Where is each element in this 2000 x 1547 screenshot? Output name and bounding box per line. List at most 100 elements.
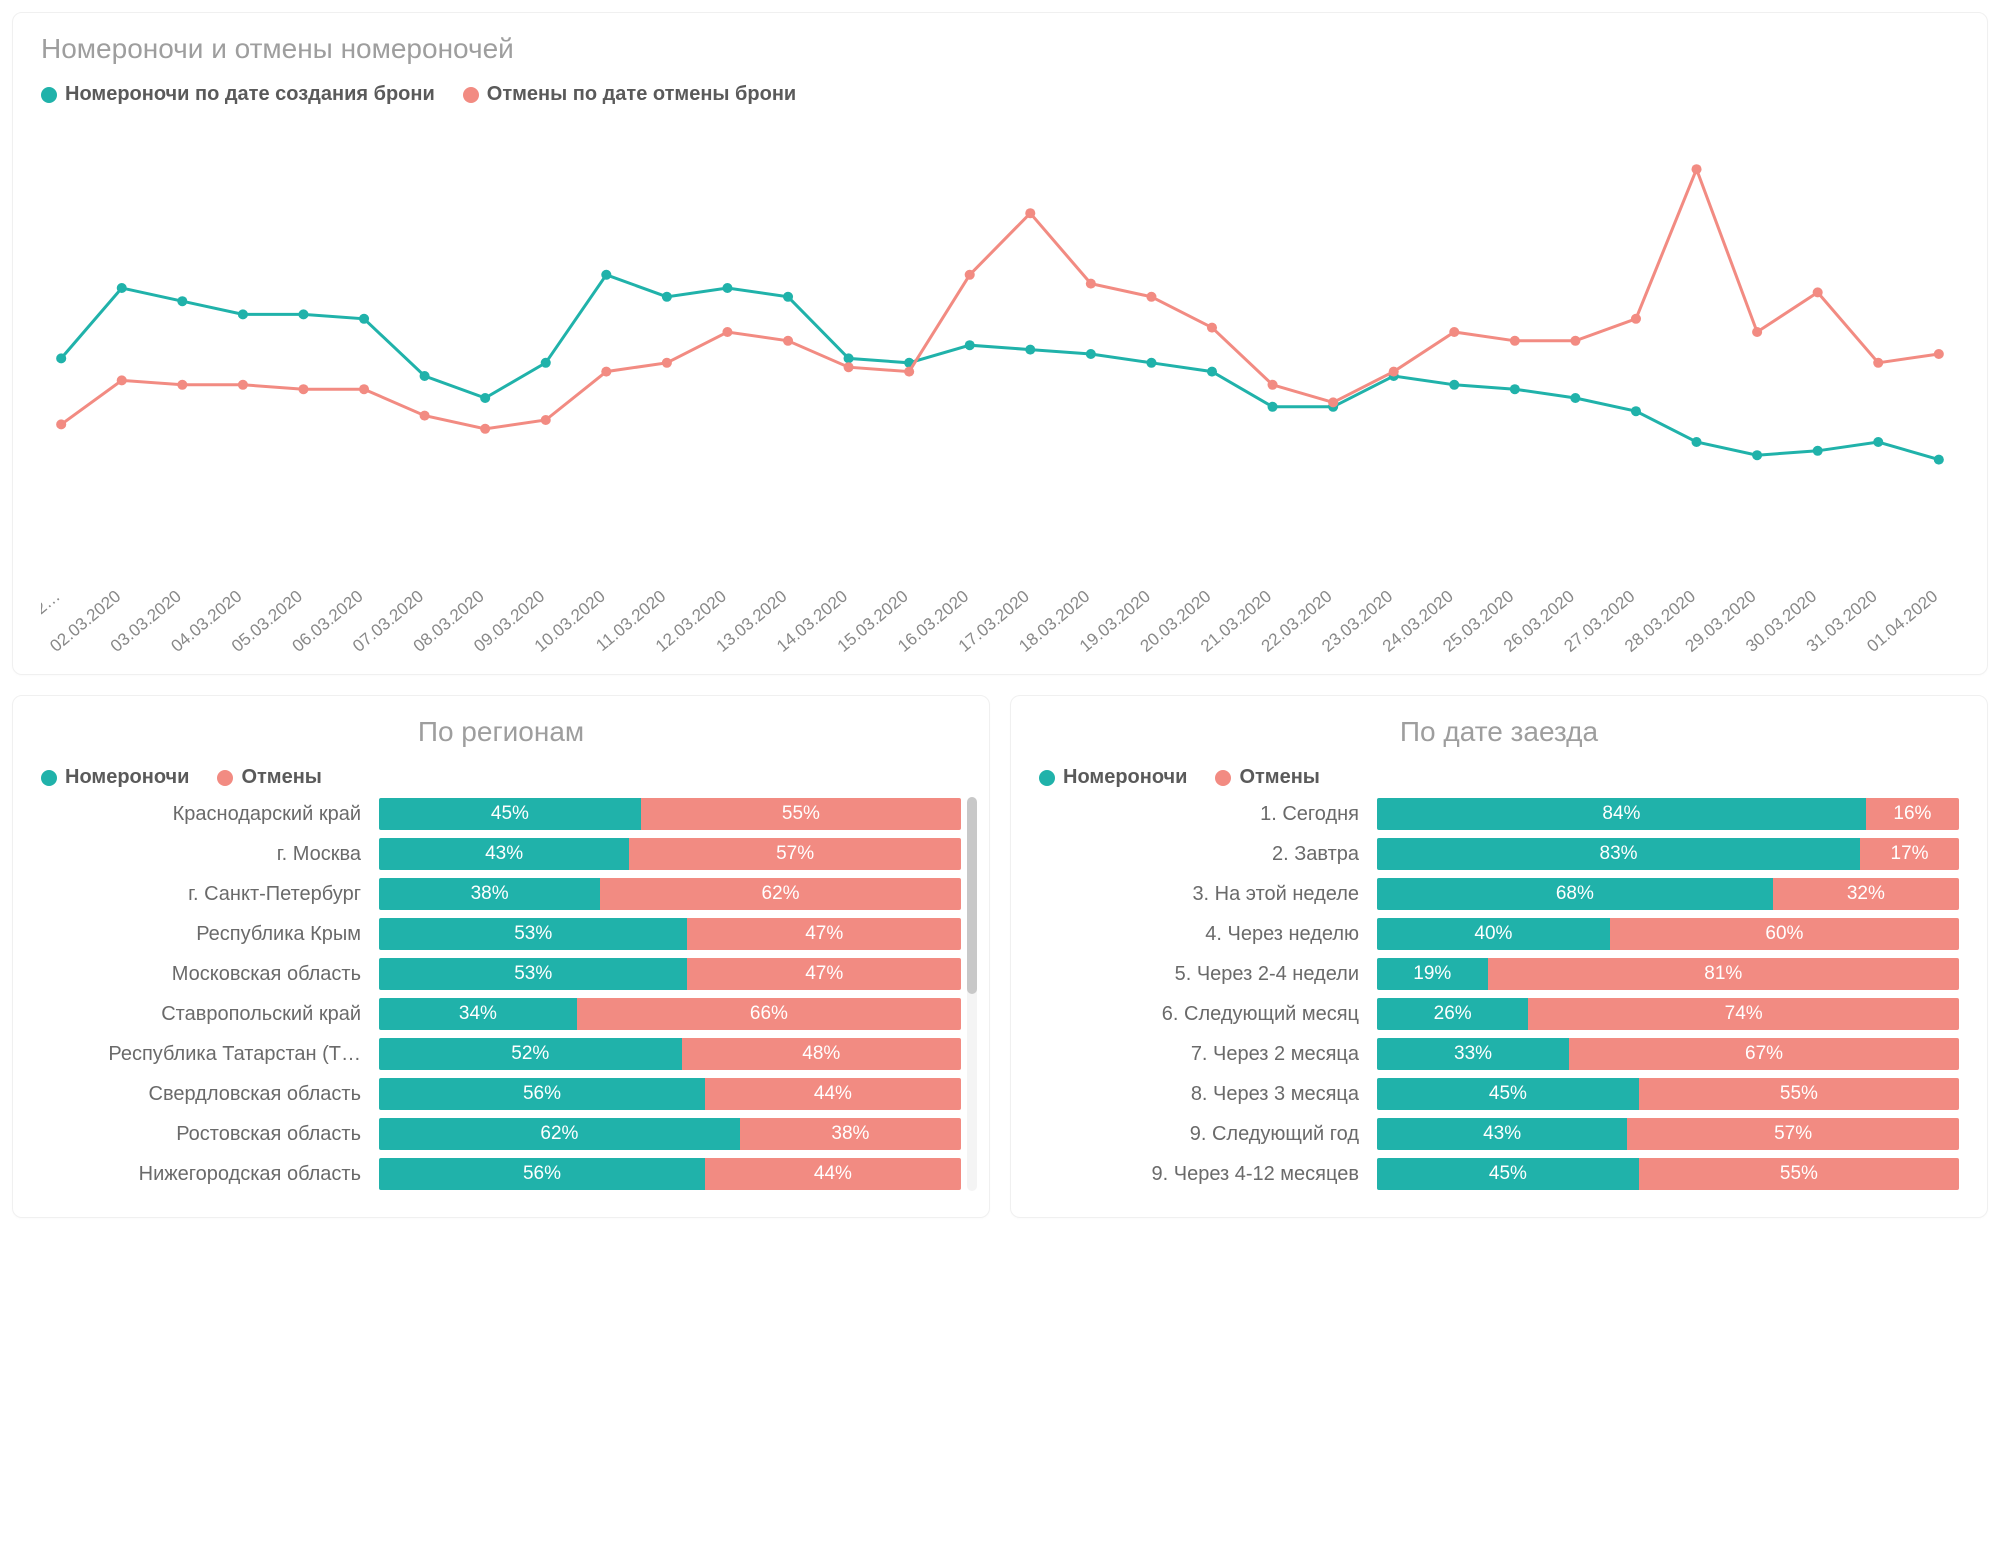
data-point[interactable]: [359, 384, 369, 394]
data-point[interactable]: [1691, 164, 1701, 174]
bar-track[interactable]: 68%32%: [1377, 878, 1959, 910]
data-point[interactable]: [1752, 450, 1762, 460]
legend-item[interactable]: Номероночи: [41, 766, 189, 789]
bar-segment-a: 33%: [1377, 1038, 1569, 1070]
data-point[interactable]: [541, 415, 551, 425]
data-point[interactable]: [298, 384, 308, 394]
data-point[interactable]: [1207, 323, 1217, 333]
data-point[interactable]: [1146, 292, 1156, 302]
legend-item[interactable]: Номероночи: [1039, 766, 1187, 789]
legend-dot-icon: [41, 770, 57, 786]
data-point[interactable]: [1086, 349, 1096, 359]
bar-track[interactable]: 40%60%: [1377, 918, 1959, 950]
data-point[interactable]: [1268, 380, 1278, 390]
data-point[interactable]: [1328, 397, 1338, 407]
data-point[interactable]: [844, 353, 854, 363]
data-point[interactable]: [1813, 287, 1823, 297]
legend-label: Отмены: [1239, 766, 1319, 789]
data-point[interactable]: [1752, 327, 1762, 337]
data-point[interactable]: [783, 336, 793, 346]
legend-item[interactable]: Отмены: [217, 766, 321, 789]
data-point[interactable]: [965, 340, 975, 350]
data-point[interactable]: [1207, 367, 1217, 377]
data-point[interactable]: [1268, 402, 1278, 412]
bar-track[interactable]: 38%62%: [379, 878, 961, 910]
bar-track[interactable]: 34%66%: [379, 998, 961, 1030]
series-line-bookings: [61, 275, 1939, 460]
bar-track[interactable]: 52%48%: [379, 1038, 961, 1070]
data-point[interactable]: [480, 424, 490, 434]
bar-track[interactable]: 56%44%: [379, 1158, 961, 1190]
data-point[interactable]: [1631, 406, 1641, 416]
bar-track[interactable]: 45%55%: [1377, 1078, 1959, 1110]
data-point[interactable]: [420, 411, 430, 421]
bar-track[interactable]: 33%67%: [1377, 1038, 1959, 1070]
data-point[interactable]: [177, 296, 187, 306]
data-point[interactable]: [359, 314, 369, 324]
data-point[interactable]: [117, 375, 127, 385]
data-point[interactable]: [1631, 314, 1641, 324]
data-point[interactable]: [1934, 349, 1944, 359]
bar-segment-b: 66%: [577, 998, 961, 1030]
data-point[interactable]: [1025, 345, 1035, 355]
data-point[interactable]: [1873, 437, 1883, 447]
data-point[interactable]: [601, 367, 611, 377]
bar-track[interactable]: 43%57%: [379, 838, 961, 870]
data-point[interactable]: [1449, 380, 1459, 390]
data-point[interactable]: [117, 283, 127, 293]
data-point[interactable]: [238, 309, 248, 319]
bar-track[interactable]: 45%55%: [1377, 1158, 1959, 1190]
data-point[interactable]: [1813, 446, 1823, 456]
legend-item[interactable]: Отмены по дате отмены брони: [463, 83, 796, 106]
bar-track[interactable]: 53%47%: [379, 958, 961, 990]
scrollbar-thumb[interactable]: [967, 797, 977, 994]
data-point[interactable]: [722, 283, 732, 293]
data-point[interactable]: [480, 393, 490, 403]
bar-track[interactable]: 83%17%: [1377, 838, 1959, 870]
data-point[interactable]: [298, 309, 308, 319]
data-point[interactable]: [1086, 279, 1096, 289]
bar-track[interactable]: 19%81%: [1377, 958, 1959, 990]
bar-track[interactable]: 62%38%: [379, 1118, 961, 1150]
data-point[interactable]: [965, 270, 975, 280]
data-point[interactable]: [844, 362, 854, 372]
bar-segment-b: 32%: [1773, 878, 1959, 910]
data-point[interactable]: [722, 327, 732, 337]
data-point[interactable]: [904, 367, 914, 377]
data-point[interactable]: [1691, 437, 1701, 447]
bar-track[interactable]: 56%44%: [379, 1078, 961, 1110]
bar-segment-a: 52%: [379, 1038, 682, 1070]
data-point[interactable]: [1934, 455, 1944, 465]
data-point[interactable]: [1510, 336, 1520, 346]
data-point[interactable]: [1570, 336, 1580, 346]
data-point[interactable]: [1570, 393, 1580, 403]
data-point[interactable]: [662, 292, 672, 302]
data-point[interactable]: [1449, 327, 1459, 337]
bar-track[interactable]: 26%74%: [1377, 998, 1959, 1030]
bar-segment-a: 34%: [379, 998, 577, 1030]
data-point[interactable]: [1873, 358, 1883, 368]
bar-segment-a: 84%: [1377, 798, 1866, 830]
bar-track[interactable]: 45%55%: [379, 798, 961, 830]
bar-segment-a: 45%: [379, 798, 641, 830]
bar-row: 9. Через 4-12 месяцев45%55%: [1039, 1157, 1959, 1191]
scrollbar-track[interactable]: [967, 797, 977, 1191]
data-point[interactable]: [541, 358, 551, 368]
data-point[interactable]: [420, 371, 430, 381]
legend-item[interactable]: Номероночи по дате создания брони: [41, 83, 435, 106]
bar-track[interactable]: 43%57%: [1377, 1118, 1959, 1150]
data-point[interactable]: [1389, 367, 1399, 377]
data-point[interactable]: [56, 353, 66, 363]
data-point[interactable]: [177, 380, 187, 390]
data-point[interactable]: [1146, 358, 1156, 368]
data-point[interactable]: [783, 292, 793, 302]
bar-track[interactable]: 84%16%: [1377, 798, 1959, 830]
data-point[interactable]: [662, 358, 672, 368]
bar-track[interactable]: 53%47%: [379, 918, 961, 950]
data-point[interactable]: [1025, 208, 1035, 218]
data-point[interactable]: [238, 380, 248, 390]
data-point[interactable]: [601, 270, 611, 280]
data-point[interactable]: [1510, 384, 1520, 394]
legend-item[interactable]: Отмены: [1215, 766, 1319, 789]
data-point[interactable]: [56, 419, 66, 429]
